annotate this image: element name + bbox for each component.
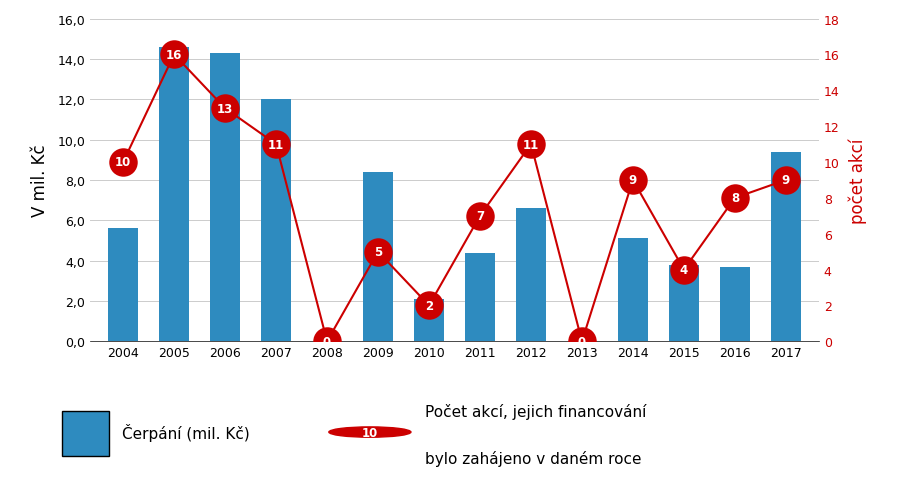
Text: Počet akcí, jejich financování: Počet akcí, jejich financování (426, 403, 647, 419)
Point (524, 141, 538, 149)
Point (218, 105, 232, 113)
Point (677, 266, 691, 274)
Point (371, 248, 385, 256)
Y-axis label: počet akcí: počet akcí (848, 138, 867, 223)
FancyBboxPatch shape (62, 411, 109, 456)
Text: 11: 11 (523, 138, 539, 151)
Text: 5: 5 (374, 245, 382, 259)
Bar (516, 209, 546, 342)
Text: 0: 0 (323, 335, 331, 348)
Point (269, 141, 284, 149)
Text: 10: 10 (362, 426, 378, 439)
Bar (770, 152, 801, 342)
Text: Čerpání (mil. Kč): Čerpání (mil. Kč) (122, 423, 249, 441)
Bar (261, 100, 292, 342)
Text: 13: 13 (217, 102, 233, 116)
Point (472, 212, 487, 220)
Text: bylo zahájeno v daném roce: bylo zahájeno v daném roce (426, 450, 642, 466)
Bar (464, 253, 495, 342)
Bar (414, 299, 445, 342)
Text: 0: 0 (578, 335, 586, 348)
Bar (617, 239, 648, 342)
Text: 4: 4 (680, 264, 688, 277)
Text: 11: 11 (268, 138, 284, 151)
Bar (363, 173, 393, 342)
Text: 9: 9 (629, 174, 637, 187)
Point (728, 195, 742, 203)
Text: 2: 2 (425, 299, 433, 312)
Y-axis label: V mil. Kč: V mil. Kč (31, 144, 49, 217)
Point (320, 338, 334, 346)
Point (778, 177, 793, 184)
Text: 9: 9 (782, 174, 790, 187)
Bar (720, 267, 751, 342)
Bar (210, 54, 240, 342)
Bar (158, 48, 189, 342)
Text: 16: 16 (166, 49, 183, 62)
Point (575, 338, 590, 346)
Text: 10: 10 (115, 156, 131, 169)
Bar (108, 229, 139, 342)
Text: 7: 7 (476, 210, 484, 223)
Point (626, 177, 640, 184)
Circle shape (328, 427, 411, 437)
Text: 8: 8 (731, 192, 739, 205)
Point (166, 51, 181, 59)
Bar (669, 265, 699, 342)
Point (116, 159, 130, 166)
Point (422, 302, 436, 310)
